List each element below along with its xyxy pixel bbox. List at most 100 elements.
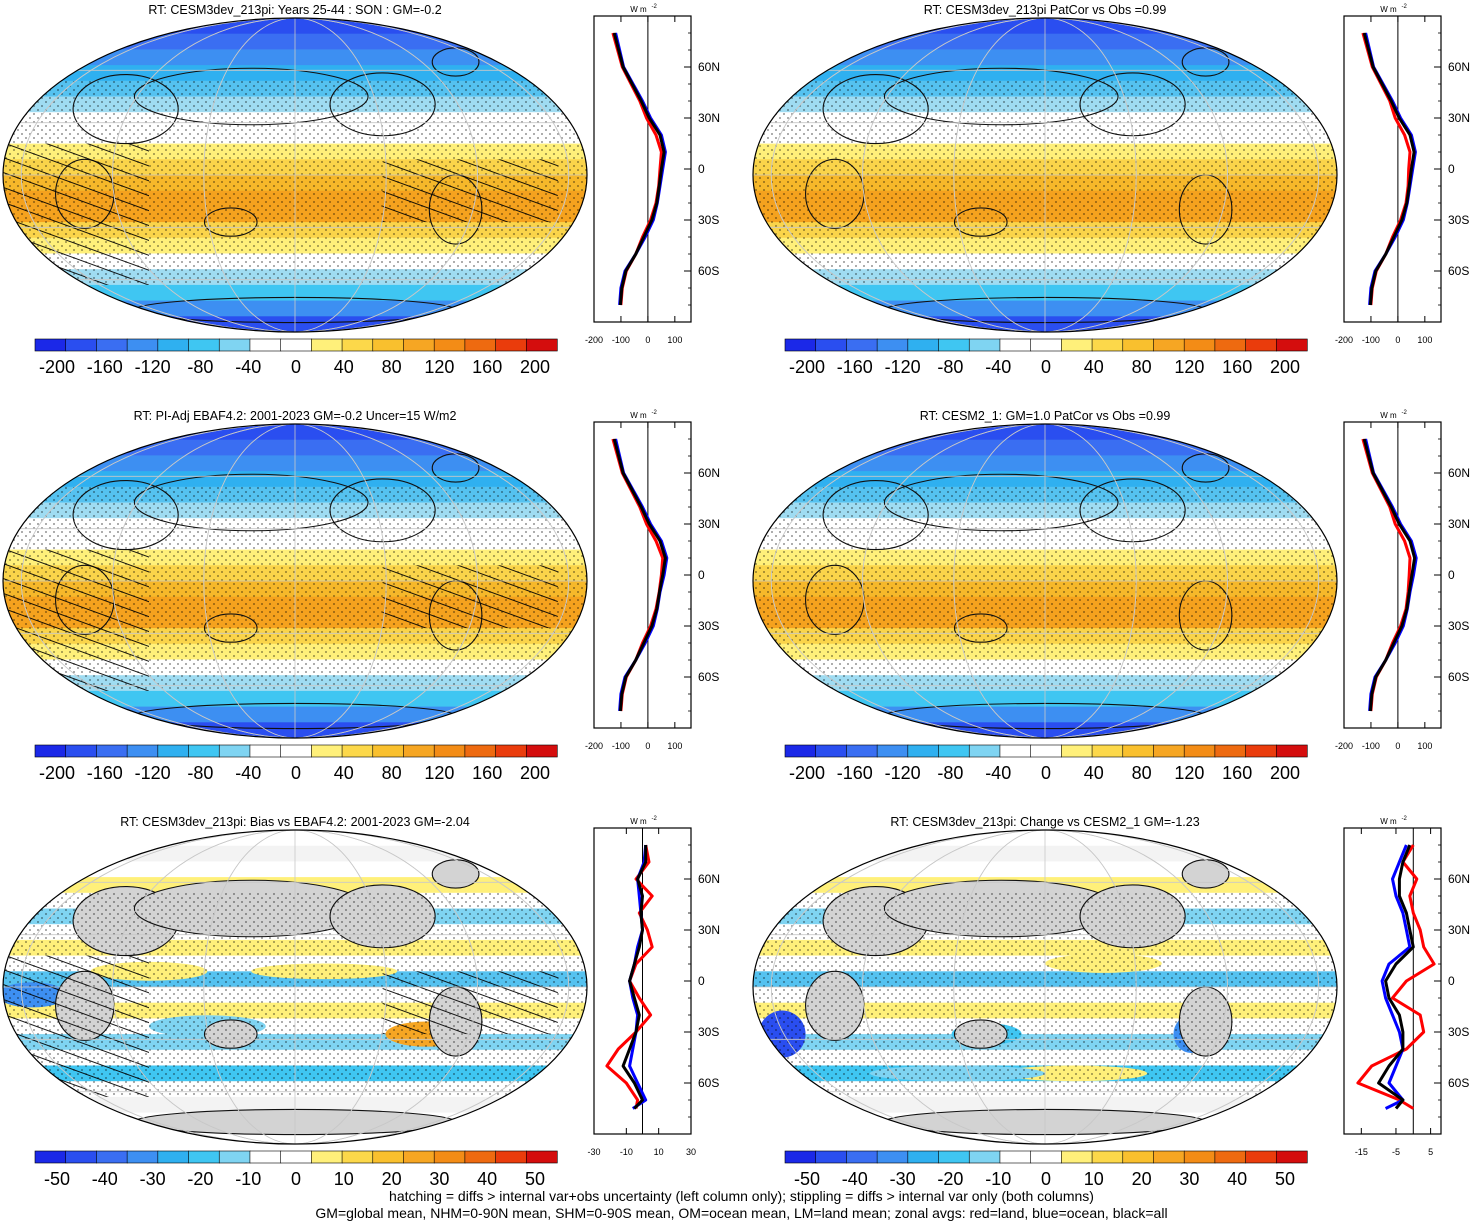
x-tick-label: -100 [612, 335, 630, 345]
colorbar-swatch [495, 338, 527, 352]
zonal-series-ocean [1380, 844, 1412, 1110]
colorbar-tick-label: 40 [1084, 763, 1104, 783]
colorbar-tick-label: 10 [1084, 1169, 1104, 1189]
colorbar-tick-label: 160 [1222, 763, 1252, 783]
colorbar-tick-label: -40 [235, 357, 261, 377]
colorbar-swatch [1275, 744, 1308, 758]
colorbar-swatch [433, 1150, 466, 1164]
x-tick-label: -5 [1392, 1147, 1400, 1157]
colorbar-swatch [525, 1150, 558, 1164]
x-tick-label: 100 [1417, 741, 1432, 751]
colorbar-swatch [815, 1150, 848, 1164]
colorbar-swatch [846, 1150, 878, 1164]
colorbar-tick-label: -160 [837, 763, 873, 783]
zonal-mean-plot: W m -2 60N 30N 0 30S 60S -200 -100 0 100 [585, 4, 720, 345]
colorbar-tick-label: 120 [1174, 763, 1204, 783]
colorbar-tick-label: -20 [937, 1169, 963, 1189]
colorbar-tick-label: 80 [1132, 763, 1152, 783]
colorbar-swatch [938, 1150, 970, 1164]
colorbar-tick-label: -160 [87, 763, 123, 783]
colorbar-tick-label: 120 [424, 357, 454, 377]
colorbar-tick-label: 0 [291, 1169, 301, 1189]
colorbar-tick-label: -120 [885, 357, 921, 377]
colorbar-tick-label: 200 [520, 763, 550, 783]
panel-title: RT: CESM3dev_213pi: Change vs CESM2_1 GM… [890, 815, 1199, 829]
colorbar-tick-label: -160 [87, 357, 123, 377]
colorbar-swatch [280, 744, 312, 758]
colorbar-tick-label: -200 [789, 763, 825, 783]
panel-2: RT: CESM3dev_213pi PatCor vs Obs =0.99 -2… [752, 3, 1470, 377]
colorbar-swatch [34, 1150, 67, 1164]
footer-line-1: hatching = diffs > internal var+obs unce… [389, 1188, 1094, 1204]
colorbar-swatch [1061, 744, 1093, 758]
lat-tick-label: 30S [698, 619, 719, 633]
x-tick-label: -200 [585, 335, 603, 345]
colorbar: -50 -40 -30 -20 -10 0 10 20 30 40 50 [784, 1150, 1308, 1189]
colorbar-swatch [65, 338, 98, 352]
x-tick-label: 0 [645, 335, 650, 345]
lat-tick-label: 60S [1448, 1076, 1469, 1090]
lat-tick-label: 0 [1448, 974, 1455, 988]
colorbar-tick-label: 30 [1179, 1169, 1199, 1189]
colorbar-swatch [815, 338, 848, 352]
colorbar-swatch [157, 744, 190, 758]
colorbar-swatch [280, 1150, 312, 1164]
lat-tick-label: 30N [698, 923, 720, 937]
colorbar-tick-label: 80 [382, 763, 402, 783]
colorbar-tick-label: 0 [1041, 357, 1051, 377]
colorbar-swatch [815, 744, 848, 758]
colorbar-swatch [907, 744, 940, 758]
lat-tick-label: 30N [698, 517, 720, 531]
colorbar-swatch [249, 338, 282, 352]
colorbar-swatch [464, 1150, 497, 1164]
colorbar: -50 -40 -30 -20 -10 0 10 20 30 40 50 [34, 1150, 558, 1189]
colorbar-swatch [126, 744, 159, 758]
colorbar-tick-label: 40 [477, 1169, 497, 1189]
colorbar-swatch [968, 1150, 1001, 1164]
map-field [3, 18, 587, 332]
x-tick-label: 0 [1395, 741, 1400, 751]
lat-tick-label: 30S [698, 213, 719, 227]
colorbar-swatch [311, 744, 343, 758]
panel-4: RT: CESM2_1: GM=1.0 PatCor vs Obs =0.99 -… [752, 409, 1470, 783]
map-field [753, 424, 1337, 738]
colorbar-swatch [1122, 338, 1155, 352]
colorbar-swatch [403, 744, 435, 758]
colorbar-swatch [1214, 744, 1247, 758]
lat-tick-label: 30S [698, 1025, 719, 1039]
colorbar-swatch [403, 338, 435, 352]
colorbar-tick-label: 120 [424, 763, 454, 783]
colorbar-swatch [188, 338, 220, 352]
colorbar-swatch [433, 744, 466, 758]
colorbar-swatch [188, 1150, 220, 1164]
colorbar-swatch [1030, 744, 1062, 758]
panel-title: RT: PI-Adj EBAF4.2: 2001-2023 GM=-0.2 Un… [134, 409, 457, 423]
colorbar-tick-label: 20 [382, 1169, 402, 1189]
colorbar-tick-label: 120 [1174, 357, 1204, 377]
colorbar-tick-label: 40 [334, 763, 354, 783]
colorbar-swatch [341, 744, 374, 758]
unit-label: W m [1380, 5, 1397, 14]
colorbar-tick-label: -120 [135, 763, 171, 783]
zonal-series-all [1362, 32, 1416, 306]
lat-tick-label: 60S [698, 670, 719, 684]
colorbar-swatch [1183, 338, 1216, 352]
colorbar-tick-label: 50 [525, 1169, 545, 1189]
colorbar-swatch [784, 338, 817, 352]
zonal-series-all [1377, 844, 1415, 1110]
colorbar-swatch [218, 744, 251, 758]
colorbar-swatch [341, 338, 374, 352]
colorbar-swatch [372, 338, 405, 352]
panel-6: RT: CESM3dev_213pi: Change vs CESM2_1 GM… [752, 815, 1470, 1189]
lat-tick-label: 60S [1448, 670, 1469, 684]
zonal-series-all [621, 845, 648, 1110]
x-tick-label: 10 [654, 1147, 664, 1157]
colorbar-tick-label: -50 [44, 1169, 70, 1189]
colorbar-swatch [999, 1150, 1032, 1164]
panel-title: RT: CESM3dev_213pi: Years 25-44 : SON : … [148, 3, 441, 17]
colorbar-swatch [876, 744, 909, 758]
colorbar-tick-label: -120 [135, 357, 171, 377]
colorbar-tick-label: -30 [890, 1169, 916, 1189]
colorbar-swatch [218, 338, 251, 352]
lat-tick-label: 0 [698, 568, 705, 582]
